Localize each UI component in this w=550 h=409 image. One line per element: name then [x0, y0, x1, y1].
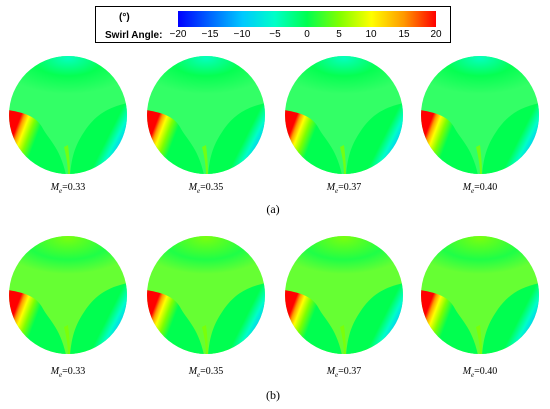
- tick-label: 0: [304, 29, 310, 40]
- tick-label: 20: [430, 29, 442, 40]
- swirl-contour-map: [8, 235, 128, 355]
- swirl-contour-map: [284, 55, 404, 175]
- mach-label: Me=0.33: [50, 366, 86, 379]
- tick-label: 10: [365, 29, 377, 40]
- tick-label: −10: [233, 29, 251, 40]
- tick-label: −20: [169, 29, 187, 40]
- swirl-contour-map: [8, 55, 128, 175]
- colorbar: [178, 11, 436, 27]
- mach-label: Me=0.33: [50, 182, 86, 195]
- colorbar-legend: (°) Swirl Angle: −20 −15 −10 −5 0 5 10 1…: [95, 6, 451, 43]
- tick-label: −15: [201, 29, 219, 40]
- mach-label: Me=0.40: [462, 182, 498, 195]
- mach-label: Me=0.40: [462, 366, 498, 379]
- swirl-contour-map: [420, 55, 540, 175]
- subfigure-label: (b): [266, 388, 280, 402]
- legend-label: Swirl Angle:: [105, 30, 163, 41]
- swirl-contour-map: [146, 55, 266, 175]
- swirl-contour-map: [146, 235, 266, 355]
- swirl-contour-map: [284, 235, 404, 355]
- tick-label: 5: [336, 29, 342, 40]
- legend-unit: (°): [119, 12, 130, 23]
- mach-label: Me=0.37: [326, 182, 362, 195]
- mach-label: Me=0.35: [188, 182, 224, 195]
- tick-label: 15: [398, 29, 410, 40]
- mach-label: Me=0.35: [188, 366, 224, 379]
- subfigure-label: (a): [266, 202, 280, 216]
- tick-label: −5: [269, 29, 281, 40]
- swirl-contour-map: [420, 235, 540, 355]
- mach-label: Me=0.37: [326, 366, 362, 379]
